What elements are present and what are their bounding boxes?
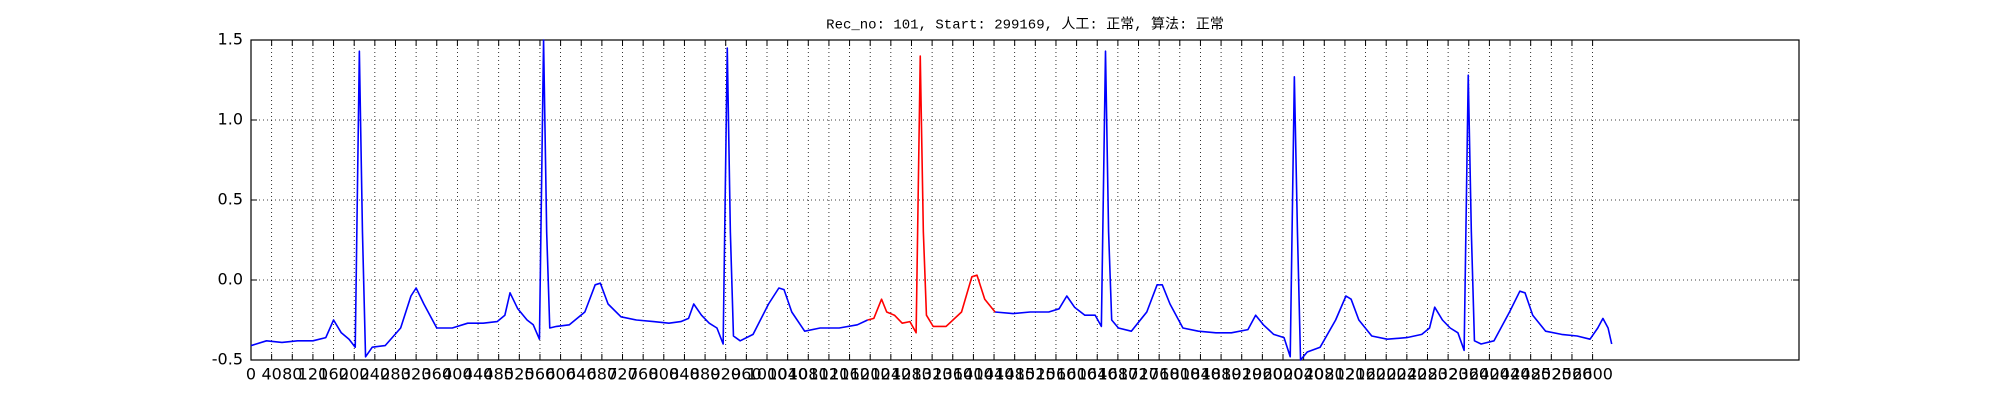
x-tick-label: 120 [298,365,329,384]
x-tick-label: 1320 [912,365,953,384]
x-tick-label: 1840 [1180,365,1221,384]
x-tick-label: 1440 [974,365,1015,384]
x-tick-label: 2520 [1531,365,1572,384]
x-tick-label: 2240 [1386,365,1427,384]
x-tick-label: 40 [261,365,281,384]
y-tick-label: 0.5 [218,190,243,209]
x-tick-label: 1760 [1139,365,1180,384]
chart-title: Rec_no: 101, Start: 299169, 人工: 正常, 算法: … [826,17,1224,34]
x-tick-label: 1000 [747,365,788,384]
x-tick-label: 280 [380,365,411,384]
x-tick-label: 320 [401,365,432,384]
x-tick-label: 1560 [1036,365,1077,384]
x-tick-label: 1400 [953,365,994,384]
x-tick-label: 1200 [850,365,891,384]
x-tick-label: 1120 [809,365,850,384]
y-tick-label: -0.5 [212,350,243,369]
x-tick-label: 640 [566,365,597,384]
x-tick-label: 2120 [1325,365,1366,384]
x-tick-label: 200 [339,365,370,384]
x-tick-label: 600 [545,365,576,384]
x-tick-label: 1520 [1015,365,1056,384]
x-tick-label: 1080 [788,365,829,384]
ecg-line [250,39,1613,361]
x-tick-label: 160 [318,365,349,384]
x-tick-label: 400 [442,365,473,384]
x-tick-label: 2560 [1552,365,1593,384]
y-tick-label: 0.0 [218,270,243,289]
x-tick-label: 2160 [1345,365,1386,384]
x-tick-label: 520 [504,365,535,384]
x-tick-label: 1640 [1077,365,1118,384]
x-tick-label: 80 [282,365,302,384]
y-tick-label: 1.0 [218,110,243,129]
x-tick-label: 2600 [1572,365,1613,384]
x-tick-label: 1920 [1221,365,1262,384]
x-tick-label: 2480 [1510,365,1551,384]
ecg-line [867,55,996,334]
x-tick-label: 2440 [1490,365,1531,384]
x-tick-label: 1720 [1118,365,1159,384]
x-tick-label: 920 [710,365,741,384]
x-tick-label: 560 [525,365,556,384]
x-tick-label: 1480 [994,365,1035,384]
x-tick-label: 1800 [1159,365,1200,384]
x-tick-label: 760 [628,365,659,384]
x-tick-label: 480 [483,365,514,384]
x-tick-label: 2400 [1469,365,1510,384]
x-tick-label: 2040 [1283,365,1324,384]
x-tick-label: 2080 [1304,365,1345,384]
x-tick-label: 440 [463,365,494,384]
x-tick-label: 2280 [1407,365,1448,384]
x-tick-label: 240 [360,365,391,384]
x-tick-label: 880 [690,365,721,384]
x-tick-label: 1600 [1056,365,1097,384]
y-tick-label: 1.5 [218,30,243,49]
x-tick-label: 2320 [1428,365,1469,384]
x-tick-label: 1880 [1201,365,1242,384]
x-tick-label: 1280 [891,365,932,384]
x-tick-label: 1360 [932,365,973,384]
x-tick-label: 1040 [767,365,808,384]
x-tick-label: 1680 [1098,365,1139,384]
x-tick-label: 360 [421,365,452,384]
x-tick-label: 720 [607,365,638,384]
x-tick-label: 680 [587,365,618,384]
x-tick-label: 0 [246,365,256,384]
x-tick-label: 2200 [1366,365,1407,384]
x-tick-label: 1960 [1242,365,1283,384]
x-tick-label: 840 [669,365,700,384]
x-tick-label: 800 [649,365,680,384]
x-tick-label: 1160 [829,365,870,384]
x-tick-label: 2000 [1263,365,1304,384]
x-tick-label: 2360 [1448,365,1489,384]
x-tick-label: 1240 [870,365,911,384]
x-tick-label: 960 [731,365,762,384]
